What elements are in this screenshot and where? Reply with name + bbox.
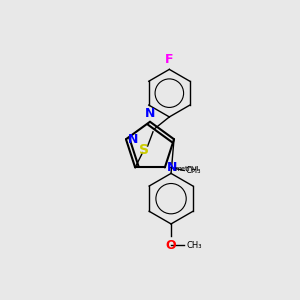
Text: S: S: [139, 142, 149, 157]
Text: N: N: [128, 133, 139, 146]
Text: methyl: methyl: [174, 166, 199, 172]
Text: N: N: [145, 107, 155, 120]
Text: N: N: [167, 161, 178, 174]
Text: CH₃: CH₃: [186, 166, 201, 175]
Text: O: O: [166, 239, 176, 252]
Text: CH₃: CH₃: [187, 241, 202, 250]
Text: F: F: [165, 53, 174, 66]
